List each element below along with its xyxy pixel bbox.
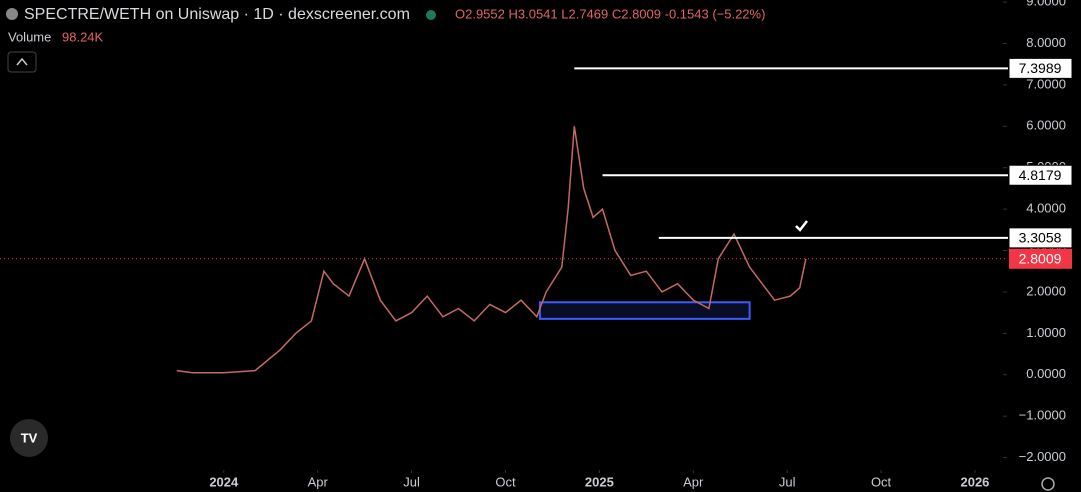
y-tick-label: −1.0000 [1019, 408, 1066, 423]
status-dot [426, 10, 436, 20]
level-label-box [1008, 227, 1073, 249]
x-tick-label: 2024 [209, 474, 239, 489]
chart-title: SPECTRE/WETH on Uniswap · 1D · dexscreen… [24, 6, 410, 23]
y-tick-label: 1.0000 [1026, 325, 1066, 340]
x-tick-label: Jul [403, 474, 420, 489]
tv-logo[interactable] [10, 419, 48, 457]
x-tick-label: Apr [683, 474, 704, 489]
y-tick-label: 0.0000 [1026, 366, 1066, 381]
x-tick-label: Oct [495, 474, 516, 489]
x-tick-label: Apr [308, 474, 329, 489]
volume-label: Volume [8, 29, 51, 44]
y-tick-label: 4.0000 [1026, 201, 1066, 216]
level-label-box [1008, 57, 1073, 79]
collapse-icon [16, 57, 28, 66]
x-tick-label: 2025 [585, 474, 614, 489]
zone-box [538, 301, 751, 320]
last-price-box [1009, 248, 1072, 269]
ohlc: O2.9552 H3.0541 L2.7469 C2.8009 -0.1543 … [455, 6, 765, 21]
tv-logo-text: TV [21, 430, 38, 445]
level-label: 7.3989 [1019, 60, 1062, 76]
settings-icon[interactable] [1041, 477, 1055, 491]
level-label: 4.8179 [1019, 167, 1062, 183]
level-label: 3.3058 [1019, 230, 1062, 246]
x-tick-label: Jul [779, 474, 796, 489]
y-tick-label: 9.0000 [1026, 0, 1066, 9]
level-label-box [1008, 164, 1073, 186]
check-icon [795, 220, 808, 232]
y-tick-label: 6.0000 [1026, 118, 1066, 133]
last-price-label: 2.8009 [1019, 250, 1062, 266]
token-icon [6, 8, 18, 20]
y-tick-label: 7.0000 [1026, 76, 1066, 91]
collapse-button[interactable] [7, 51, 37, 73]
price-line [176, 126, 807, 374]
volume-value: 98.24K [62, 29, 104, 44]
y-tick-label: 2.0000 [1026, 283, 1066, 298]
x-tick-label: Oct [871, 474, 892, 489]
y-tick-label: −2.0000 [1019, 449, 1066, 464]
y-tick-label: 8.0000 [1026, 35, 1066, 50]
x-tick-label: 2026 [960, 474, 989, 489]
